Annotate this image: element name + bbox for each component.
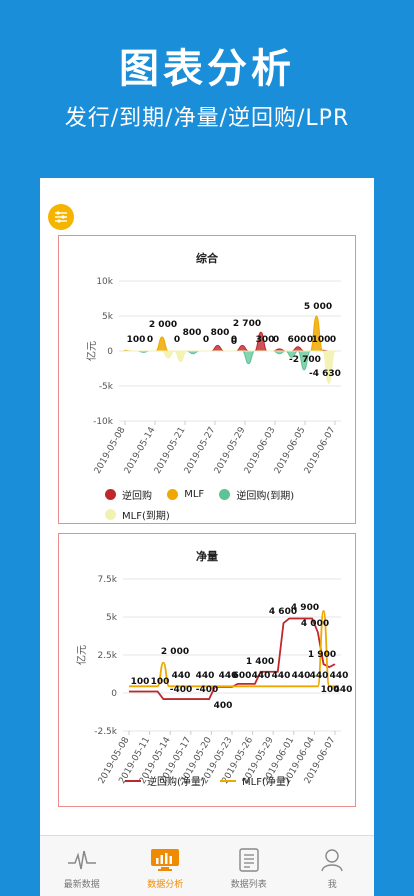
tab-data-analysis[interactable]: 数据分析 — [124, 836, 208, 896]
y-tick-label: 5k — [102, 312, 114, 322]
legend-mlf-due[interactable]: MLF(到期) — [105, 507, 170, 522]
combined-legend: 逆回购 MLF 逆回购(到期) MLF(到期) — [105, 487, 355, 527]
data-label: -2 700 — [289, 355, 321, 365]
data-label: 600 — [233, 671, 252, 681]
hero-subtitle: 发行/到期/净量/逆回购/LPR — [64, 106, 350, 131]
data-label: -400 — [170, 685, 193, 695]
x-tick-label: 2019-06-03 — [243, 426, 278, 476]
tab-label: 我 — [327, 880, 337, 890]
hero-title: 图表分析 — [119, 46, 295, 92]
data-label: 100 — [312, 335, 331, 345]
data-label: 800 — [183, 328, 202, 338]
x-tick-label: 2019-05-29 — [213, 425, 248, 476]
data-label: 600 — [288, 335, 307, 345]
data-label: 440 — [252, 671, 271, 681]
data-label: 0 — [231, 337, 237, 347]
y-tick-label: 7.5k — [97, 575, 117, 585]
net-chart: 7.5k5k2.5k0-2.5k亿元2019-05-082019-05-1120… — [75, 575, 353, 786]
legend-mlf-net[interactable]: MLF(净量) — [220, 773, 290, 788]
x-tick-label: 2019-05-08 — [93, 425, 128, 476]
data-label: 400 — [214, 701, 233, 711]
data-label: -400 — [196, 685, 219, 695]
data-label: 2 000 — [161, 647, 189, 657]
combined-chart-title: 综合 — [196, 252, 218, 265]
y-tick-label: -5k — [99, 382, 114, 392]
net-chart-card: 7.5k 5k 2.5k 0 -2.5k 亿元 2019-05-08 2019-05-11 20… — [58, 533, 356, 807]
document-list-icon — [239, 848, 259, 872]
data-label: 440 — [219, 671, 238, 681]
data-label: 4 900 — [291, 603, 319, 613]
data-label: 800 — [211, 328, 230, 338]
data-label: 100 — [127, 335, 146, 345]
tab-label: 最新数据 — [63, 880, 100, 890]
data-label: 100 — [321, 685, 340, 695]
series-line — [129, 610, 335, 688]
bottom-tab-bar: 最新数据 数据分析 数据列表 我 — [40, 835, 374, 896]
y-tick-label: 5k — [106, 613, 118, 623]
data-label: 2 700 — [233, 319, 261, 329]
x-tick-label: 2019-06-05 — [273, 426, 308, 476]
data-label: 440 — [172, 671, 191, 681]
x-tick-label: 2019-05-14 — [123, 425, 158, 476]
y-axis-label: 亿元 — [85, 341, 98, 361]
data-label: 4 600 — [269, 607, 297, 617]
y-axis-label: 亿元 — [75, 645, 88, 665]
data-label: 0 — [330, 335, 336, 345]
data-label: 100 — [151, 677, 170, 687]
data-label: 300 — [256, 335, 275, 345]
tab-label: 数据列表 — [230, 880, 267, 890]
x-tick-label: 2019-05-27 — [183, 426, 218, 476]
data-label: 440 — [310, 671, 329, 681]
data-label: 0 — [231, 335, 237, 345]
combined-chart-card: 10k 5k 0 -5k -10k 亿元 2019-05-08 2019-05-14 2019-… — [58, 235, 356, 524]
monitor-chart-icon — [151, 849, 180, 871]
user-icon — [321, 849, 343, 872]
data-label: 0 — [307, 335, 313, 345]
legend-reverse-repo[interactable]: 逆回购 — [105, 487, 152, 502]
data-label: 0 — [203, 335, 209, 345]
pulse-icon — [67, 850, 96, 870]
y-tick-label: 0 — [111, 689, 117, 699]
data-label: 0 — [147, 335, 153, 345]
tab-label: 数据分析 — [147, 880, 184, 890]
data-label: 0 — [273, 335, 279, 345]
data-label: 100 — [131, 677, 150, 687]
net-chart-title: 净量 — [196, 550, 218, 563]
data-label: 0 — [174, 335, 180, 345]
y-tick-label: -2.5k — [94, 727, 118, 737]
x-tick-label: 2019-06-07 — [303, 426, 338, 476]
data-label: 1 400 — [246, 657, 274, 667]
data-label: 4 000 — [301, 619, 329, 629]
series-area — [124, 350, 336, 384]
data-label: 440 — [330, 671, 349, 681]
legend-reverse-repo-net[interactable]: 逆回购(净量) — [125, 773, 205, 788]
filter-sliders-icon — [55, 211, 67, 223]
data-label: 440 — [272, 671, 291, 681]
data-label: 440 — [292, 671, 311, 681]
legend-reverse-repo-due[interactable]: 逆回购(到期) — [219, 487, 294, 502]
content-panel: 10k 5k 0 -5k -10k 亿元 2019-05-08 2019-05-14 2019-… — [40, 178, 374, 896]
y-tick-label: 0 — [107, 347, 113, 357]
net-legend: 逆回购(净量) MLF(净量) — [125, 773, 355, 793]
data-label: 5 000 — [304, 302, 332, 312]
tab-data-list[interactable]: 数据列表 — [207, 836, 291, 896]
legend-mlf[interactable]: MLF — [167, 489, 204, 500]
tab-latest-data[interactable]: 最新数据 — [40, 836, 124, 896]
y-tick-label: -10k — [93, 417, 114, 427]
data-label: 1 900 — [308, 650, 336, 660]
data-label: 440 — [334, 685, 353, 695]
data-label: 440 — [196, 671, 215, 681]
y-tick-label: 2.5k — [97, 651, 117, 661]
data-label: 2 000 — [149, 320, 177, 330]
y-tick-label: 10k — [96, 277, 113, 287]
combined-chart: 10k5k0-5k-10k亿元2019-05-082019-05-142019-… — [85, 277, 341, 476]
filter-button[interactable] — [48, 204, 74, 230]
data-label: -4 630 — [309, 369, 341, 379]
tab-me[interactable]: 我 — [291, 836, 375, 896]
x-tick-label: 2019-05-21 — [153, 426, 188, 476]
